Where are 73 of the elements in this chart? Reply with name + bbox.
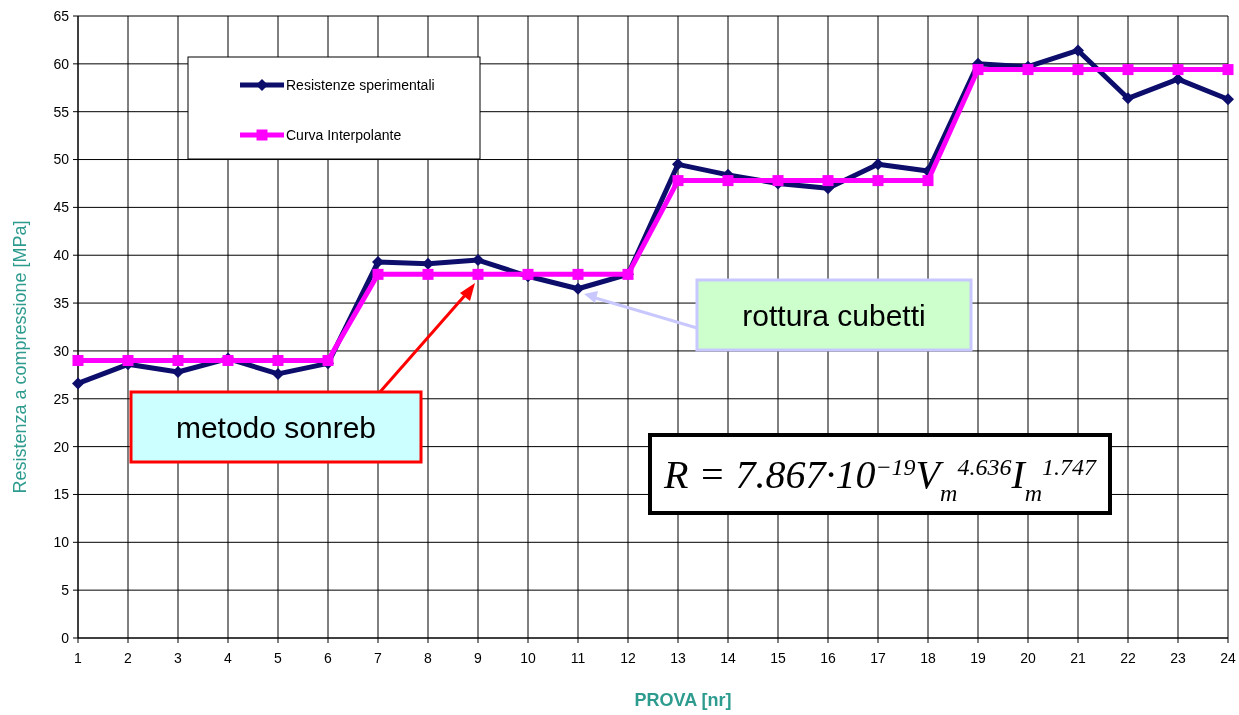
point: [972, 64, 984, 76]
x-tick-label: 15: [770, 650, 786, 666]
y-tick-label: 25: [53, 390, 70, 407]
point: [1222, 93, 1234, 106]
y-axis-title: Resistenza a compressione [MPa]: [10, 220, 30, 494]
y-tick-label: 30: [53, 342, 70, 359]
point: [572, 282, 584, 295]
x-tick-label: 1: [74, 650, 83, 666]
legend-label: Resistenze sperimentali: [286, 76, 435, 93]
point: [172, 354, 184, 366]
y-tick-label: 40: [53, 247, 70, 264]
point: [1222, 64, 1234, 76]
point: [172, 365, 184, 378]
point: [1072, 44, 1084, 57]
point: [272, 367, 284, 380]
x-tick-label: 24: [1220, 650, 1236, 666]
x-tick-label: 2: [124, 650, 133, 666]
y-tick-label: 0: [61, 629, 70, 646]
x-tick-label: 5: [274, 650, 283, 666]
point: [1122, 92, 1134, 105]
x-tick-label: 18: [920, 650, 936, 666]
y-tick-label: 45: [53, 199, 70, 216]
x-tick-label: 17: [870, 650, 886, 666]
point: [872, 158, 884, 171]
x-tick-label: 7: [374, 650, 383, 666]
x-tick-label: 22: [1120, 650, 1136, 666]
x-tick-label: 9: [474, 650, 483, 666]
point: [672, 158, 684, 171]
point: [722, 175, 734, 187]
point: [572, 268, 584, 280]
y-tick-label: 35: [53, 294, 70, 311]
point: [272, 354, 284, 366]
y-tick-label: 10: [53, 534, 70, 551]
point: [872, 175, 884, 187]
point: [1172, 64, 1184, 76]
point: [422, 268, 434, 280]
point: [72, 377, 84, 390]
point: [322, 354, 334, 366]
y-tick-label: 5: [61, 582, 70, 599]
x-tick-label: 13: [670, 650, 686, 666]
legend-label: Curva Interpolante: [286, 126, 402, 143]
point: [1122, 64, 1134, 76]
point: [672, 175, 684, 187]
x-tick-label: 12: [620, 650, 636, 666]
x-tick-label: 23: [1170, 650, 1186, 666]
x-tick-label: 3: [174, 650, 183, 666]
x-tick-label: 20: [1020, 650, 1036, 666]
x-tick-label: 4: [224, 650, 233, 666]
y-tick-label: 20: [53, 438, 70, 455]
x-tick-label: 6: [324, 650, 333, 666]
y-tick-label: 50: [53, 151, 70, 168]
x-tick-label: 10: [520, 650, 536, 666]
x-axis-title: PROVA [nr]: [634, 690, 732, 710]
point: [1072, 64, 1084, 76]
point: [822, 175, 834, 187]
x-tick-label: 11: [570, 650, 586, 666]
x-tick-label: 16: [820, 650, 836, 666]
y-tick-label: 60: [53, 55, 70, 72]
y-tick-label: 65: [53, 7, 70, 24]
point: [472, 268, 484, 280]
x-tick-label: 8: [424, 650, 433, 666]
y-tick-label: 55: [53, 103, 70, 120]
point: [922, 175, 934, 187]
x-tick-label: 21: [1070, 650, 1086, 666]
point: [122, 354, 134, 366]
x-tick-label: 19: [970, 650, 986, 666]
x-tick-label: 14: [720, 650, 736, 666]
annotation: metodo sonreb: [175, 410, 377, 444]
point: [1022, 64, 1034, 76]
point: [72, 354, 84, 366]
point: [372, 268, 384, 280]
annotation: rottura cubetti: [742, 298, 926, 332]
y-tick-label: 15: [53, 486, 70, 503]
